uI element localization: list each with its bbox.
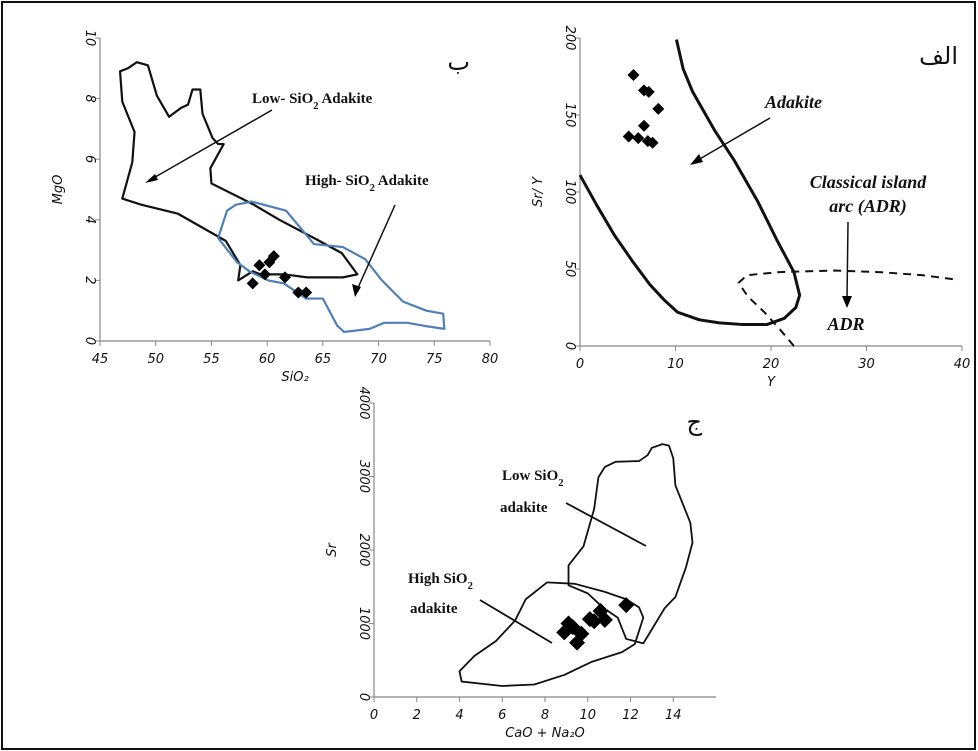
low-sio2-label-line1: Low SiO2 bbox=[502, 468, 564, 489]
x-tick-label: 75 bbox=[426, 352, 443, 367]
y-tick-label: 4 bbox=[82, 216, 97, 224]
x-tick-label: 6 bbox=[498, 708, 506, 723]
low-sio2-adakite-field bbox=[118, 61, 359, 282]
low-sio2-label-line2: adakite bbox=[500, 500, 548, 516]
x-tick-label: 65 bbox=[315, 352, 332, 367]
x-tick-label: 2 bbox=[413, 708, 421, 723]
sample-point bbox=[258, 268, 271, 281]
x-tick-label: 0 bbox=[576, 357, 584, 372]
y-tick-label: 2 bbox=[82, 276, 97, 284]
sample-point bbox=[632, 132, 645, 145]
high-sio2-adakite-label: High- SiO2 Adakite bbox=[305, 173, 429, 194]
x-tick-label: 70 bbox=[370, 352, 387, 367]
high-sio2-adakite-field bbox=[217, 200, 446, 334]
y-tick-label: 6 bbox=[82, 155, 97, 163]
sample-point bbox=[618, 597, 635, 614]
high-sio2-label-line1: High SiO2 bbox=[408, 571, 473, 592]
y-tick-label: 50 bbox=[562, 261, 577, 278]
sample-point bbox=[267, 250, 280, 263]
low-sio2-leader bbox=[565, 502, 647, 547]
sample-point bbox=[622, 130, 635, 143]
sample-point bbox=[637, 119, 650, 132]
high-sio2-adakite-field bbox=[458, 581, 645, 687]
sample-point bbox=[596, 611, 613, 628]
panel-label: الف bbox=[919, 42, 958, 70]
sample-point bbox=[292, 286, 305, 299]
x-tick-label: 60 bbox=[259, 352, 276, 367]
high-sio2-leader bbox=[479, 599, 553, 644]
sample-point bbox=[642, 85, 655, 98]
y-tick-label: 0 bbox=[82, 337, 97, 345]
y-tick-label: 0 bbox=[356, 693, 371, 701]
y-tick-label: 150 bbox=[562, 103, 577, 128]
y-tick-label: 200 bbox=[562, 26, 577, 51]
sample-point bbox=[573, 625, 590, 642]
x-tick-label: 8 bbox=[541, 708, 549, 723]
adr-arrow bbox=[846, 221, 849, 301]
x-tick-label: 10 bbox=[579, 708, 596, 723]
adakite-field-curve bbox=[578, 39, 802, 326]
x-axis-label: Y bbox=[767, 375, 776, 390]
sample-point bbox=[246, 277, 259, 290]
y-axis-label: Sr/ Y bbox=[531, 176, 546, 207]
y-tick-label: 1000 bbox=[356, 607, 371, 640]
y-axis-label: MgO bbox=[51, 175, 66, 205]
x-tick-label: 14 bbox=[665, 708, 682, 723]
y-axis-label: Sr bbox=[325, 542, 340, 557]
high-sio2-arrow bbox=[356, 204, 396, 291]
y-tick-label: 2000 bbox=[356, 533, 371, 566]
x-tick-label: 55 bbox=[203, 352, 220, 367]
high-sio2-arrowhead bbox=[352, 284, 361, 297]
x-axis-label: SiO₂ bbox=[281, 370, 308, 385]
sample-point bbox=[278, 271, 291, 284]
adakite-arrowhead bbox=[690, 154, 703, 165]
sample-point bbox=[300, 286, 313, 299]
adr-field-curve bbox=[737, 269, 959, 347]
sample-point bbox=[586, 613, 603, 630]
x-tick-label: 80 bbox=[482, 352, 499, 367]
low-sio2-arrow bbox=[149, 109, 273, 181]
low-sio2-arrowhead bbox=[145, 174, 158, 183]
y-tick-label: 8 bbox=[82, 94, 97, 102]
x-tick-label: 50 bbox=[147, 352, 164, 367]
adr-arrowhead bbox=[842, 296, 852, 308]
adr-label: ADR bbox=[826, 314, 864, 334]
chart-sry-vs-y: 0 10 20 30 40 0 50 100 150 200 Y Sr/ Y الف Adakite Cla… bbox=[531, 26, 970, 390]
low-sio2-adakite-field bbox=[567, 443, 694, 645]
y-tick-label: 10 bbox=[82, 30, 97, 47]
sample-point bbox=[646, 136, 659, 149]
classical-island-arc-label-line2: arc (ADR) bbox=[829, 196, 907, 217]
panel-label: ب bbox=[447, 48, 470, 76]
adakite-arrow bbox=[697, 117, 771, 161]
x-axis-label: CaO + Na₂O bbox=[505, 726, 585, 741]
sample-point bbox=[253, 259, 266, 272]
x-tick-label: 20 bbox=[763, 357, 780, 372]
panel-label: ج bbox=[687, 408, 703, 436]
sample-point bbox=[627, 68, 640, 81]
adakite-label: Adakite bbox=[764, 92, 822, 112]
x-tick-label: 30 bbox=[858, 357, 875, 372]
x-tick-label: 0 bbox=[370, 708, 378, 723]
sample-point bbox=[652, 102, 665, 115]
y-tick-label: 0 bbox=[562, 342, 577, 350]
x-tick-label: 4 bbox=[455, 708, 463, 723]
chart-sr-vs-cao-na2o: 0 2 4 6 8 10 12 14 0 1000 2000 3000 4000 CaO + Na₂O Sr… bbox=[325, 386, 716, 741]
y-tick-label: 4000 bbox=[356, 386, 371, 419]
x-tick-label: 10 bbox=[667, 357, 684, 372]
x-tick-label: 45 bbox=[92, 352, 109, 367]
x-tick-label: 12 bbox=[622, 708, 639, 723]
x-tick-label: 40 bbox=[954, 357, 971, 372]
low-sio2-adakite-label: Low- SiO2 Adakite bbox=[252, 91, 373, 112]
classical-island-arc-label-line1: Classical island bbox=[810, 172, 928, 192]
y-tick-label: 100 bbox=[562, 180, 577, 205]
high-sio2-label-line2: adakite bbox=[410, 601, 458, 617]
y-tick-label: 3000 bbox=[356, 460, 371, 493]
chart-mgo-vs-sio2: 45 50 55 60 65 70 75 80 0 2 4 6 8 10 SiO₂ MgO ب Low- SiO2… bbox=[51, 30, 498, 385]
